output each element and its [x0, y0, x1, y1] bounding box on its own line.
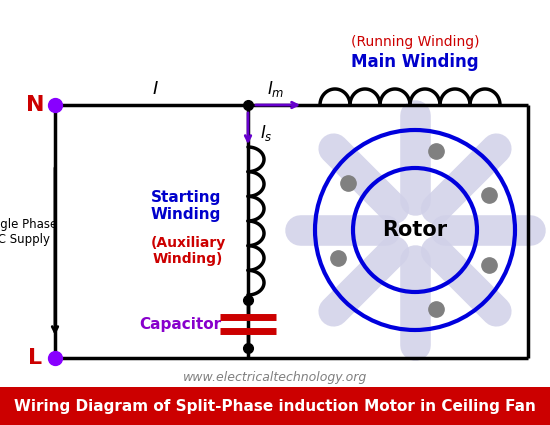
- Text: Wiring Diagram of Split-Phase induction Motor in Ceiling Fan: Wiring Diagram of Split-Phase induction …: [14, 399, 536, 414]
- Text: $I$: $I$: [152, 80, 158, 98]
- Text: $I_m$: $I_m$: [267, 79, 285, 99]
- Text: Capacitor: Capacitor: [139, 317, 221, 332]
- Text: Rotor: Rotor: [382, 220, 448, 240]
- Text: L: L: [28, 348, 42, 368]
- Bar: [0, 387, 550, 425]
- Text: N: N: [26, 95, 44, 115]
- Text: www.electricaltechnology.org: www.electricaltechnology.org: [183, 371, 367, 385]
- Text: Starting
Winding: Starting Winding: [151, 190, 221, 222]
- Text: (Auxiliary
Winding): (Auxiliary Winding): [150, 236, 226, 266]
- Text: Single Phase
AC Supply: Single Phase AC Supply: [0, 218, 58, 246]
- Text: (Running Winding): (Running Winding): [351, 35, 479, 49]
- Text: $I_s$: $I_s$: [260, 123, 272, 143]
- Text: Main Winding: Main Winding: [351, 53, 479, 71]
